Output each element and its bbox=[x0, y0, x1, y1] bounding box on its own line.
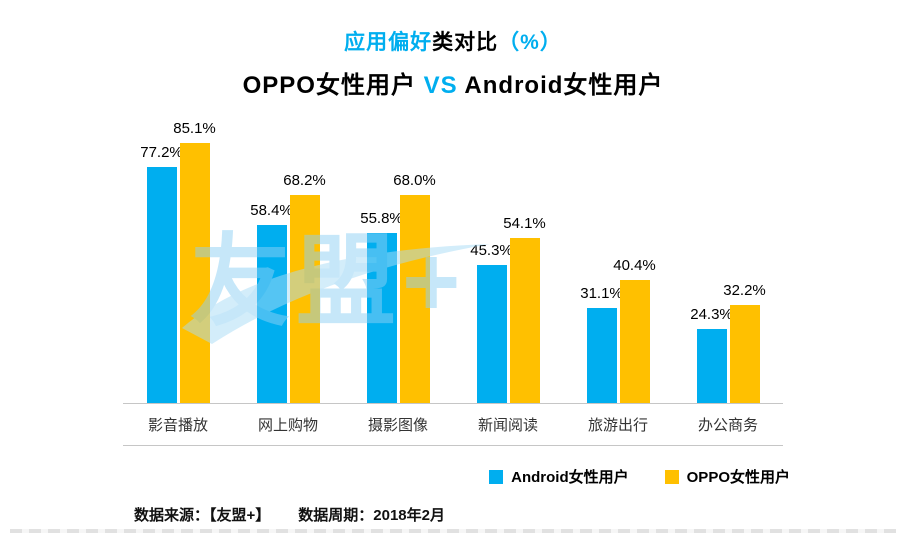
chart-legend: Android女性用户 OPPO女性用户 bbox=[0, 466, 906, 487]
bar-oppo: 85.1% bbox=[173, 120, 216, 403]
bar-value-label: 68.0% bbox=[393, 172, 436, 189]
page-title: 应用偏好类对比（%） bbox=[0, 26, 906, 56]
bar-group: 55.8% 68.0% bbox=[343, 172, 453, 403]
legend-label-android: Android女性用户 bbox=[511, 469, 629, 486]
subtitle-right: Android女性用户 bbox=[464, 72, 664, 99]
chart-plot-area: 77.2% 85.1% 58.4% 68.2% 55.8% 68.0% 45.3% 54.1%… bbox=[123, 116, 783, 403]
bar-group: 77.2% 85.1% bbox=[123, 120, 233, 403]
legend-swatch-android bbox=[489, 469, 504, 484]
bar-value-label: 85.1% bbox=[173, 120, 216, 137]
bar-value-label: 31.1% bbox=[580, 285, 623, 302]
bar-chart: 77.2% 85.1% 58.4% 68.2% 55.8% 68.0% 45.3% 54.1%… bbox=[123, 116, 783, 446]
bar-value-label: 58.4% bbox=[250, 202, 293, 219]
chart-titles: 应用偏好类对比（%） OPPO女性用户 VS Android女性用户 bbox=[0, 0, 906, 100]
bar-group: 24.3% 32.2% bbox=[673, 282, 783, 403]
bar-android: 31.1% bbox=[580, 285, 623, 403]
legend-swatch-oppo bbox=[664, 469, 679, 484]
legend-label-oppo: OPPO女性用户 bbox=[686, 469, 790, 486]
title-plain: 类对比 bbox=[432, 31, 499, 54]
bar-android: 77.2% bbox=[140, 144, 183, 403]
bar-android: 55.8% bbox=[360, 210, 403, 403]
bar-value-label: 68.2% bbox=[283, 172, 326, 189]
category-label: 新闻阅读 bbox=[477, 417, 538, 434]
bar-oppo: 54.1% bbox=[503, 215, 546, 403]
bar-android: 45.3% bbox=[470, 242, 513, 403]
category-axis: 影音播放 网上购物 摄影图像 新闻阅读 旅游出行 办公商务 bbox=[123, 403, 783, 446]
bar-value-label: 45.3% bbox=[470, 242, 513, 259]
bar-oppo: 68.2% bbox=[283, 172, 326, 403]
subtitle-vs: VS bbox=[415, 72, 465, 99]
bar-oppo: 68.0% bbox=[393, 172, 436, 403]
title-accent-2: （%） bbox=[498, 31, 562, 54]
footer: 数据来源：【友盟+】 数据周期：2018年2月 bbox=[134, 504, 906, 525]
bar-android: 24.3% bbox=[690, 306, 733, 403]
bar-value-label: 24.3% bbox=[690, 306, 733, 323]
bar-value-label: 54.1% bbox=[503, 215, 546, 232]
category-label: 办公商务 bbox=[697, 417, 758, 434]
title-accent-1: 应用偏好 bbox=[344, 31, 433, 54]
bar-value-label: 77.2% bbox=[140, 144, 183, 161]
cropped-text-strip bbox=[10, 529, 896, 533]
category-label: 影音播放 bbox=[147, 417, 208, 434]
bar-group: 58.4% 68.2% bbox=[233, 172, 343, 403]
page-subtitle: OPPO女性用户 VS Android女性用户 bbox=[0, 65, 906, 100]
data-period-label: 数据周期：2018年2月 bbox=[298, 507, 445, 524]
category-label: 网上购物 bbox=[257, 417, 318, 434]
category-label: 摄影图像 bbox=[367, 417, 428, 434]
category-label: 旅游出行 bbox=[587, 417, 648, 434]
bar-android: 58.4% bbox=[250, 202, 293, 403]
bar-value-label: 55.8% bbox=[360, 210, 403, 227]
bar-oppo: 40.4% bbox=[613, 257, 656, 403]
subtitle-left: OPPO女性用户 bbox=[242, 72, 416, 99]
bar-value-label: 32.2% bbox=[723, 282, 766, 299]
data-source-label: 数据来源：【友盟+】 bbox=[134, 507, 271, 524]
legend-item-android: Android女性用户 bbox=[489, 466, 629, 487]
bar-group: 45.3% 54.1% bbox=[453, 215, 563, 403]
bar-group: 31.1% 40.4% bbox=[563, 257, 673, 403]
legend-item-oppo: OPPO女性用户 bbox=[664, 466, 790, 487]
bar-oppo: 32.2% bbox=[723, 282, 766, 403]
bar-value-label: 40.4% bbox=[613, 257, 656, 274]
